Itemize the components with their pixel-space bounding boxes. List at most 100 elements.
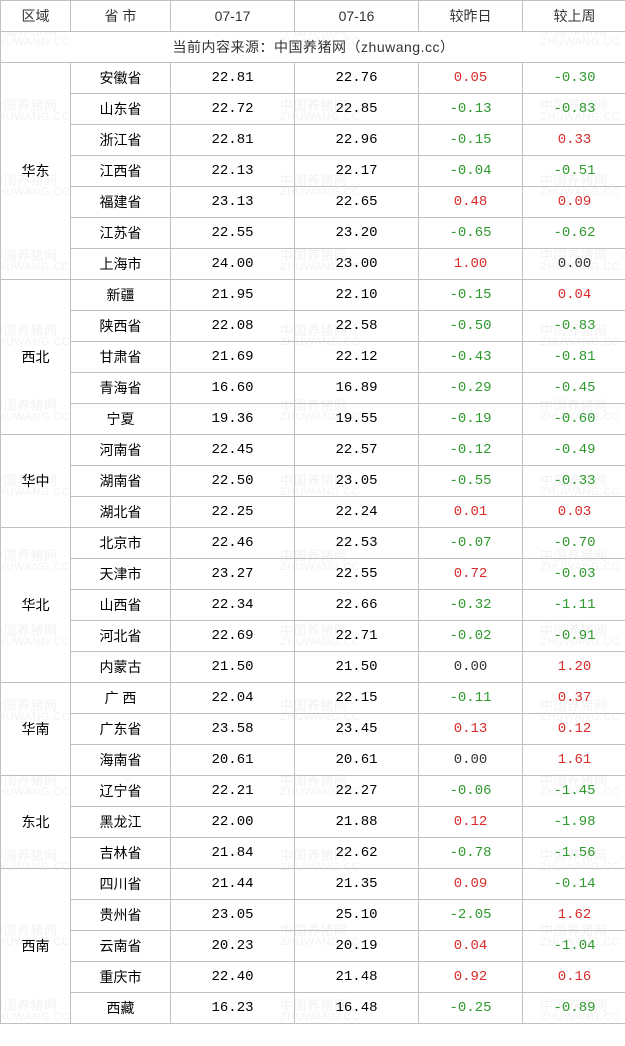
cell-day1: 22.55 (171, 218, 295, 249)
cell-province: 吉林省 (71, 838, 171, 869)
cell-region: 华东 (1, 63, 71, 280)
cell-day1: 22.69 (171, 621, 295, 652)
table-row: 广东省23.5823.450.130.12 (1, 714, 625, 745)
cell-vs-day: -0.19 (419, 404, 523, 435)
cell-day0: 22.58 (295, 311, 419, 342)
table-row: 华中河南省22.4522.57-0.12-0.49 (1, 435, 625, 466)
table-wrap: 中国养猪网中国养猪网中国养猪网ZHUWANG.CCZHUWANG.CCZHUWA… (0, 0, 625, 1024)
cell-vs-week: 0.12 (523, 714, 625, 745)
table-row: 山西省22.3422.66-0.32-1.11 (1, 590, 625, 621)
cell-day1: 21.50 (171, 652, 295, 683)
cell-day0: 20.19 (295, 931, 419, 962)
cell-province: 湖北省 (71, 497, 171, 528)
cell-vs-day: 1.00 (419, 249, 523, 280)
cell-vs-day: -2.05 (419, 900, 523, 931)
cell-day1: 21.95 (171, 280, 295, 311)
cell-day1: 16.60 (171, 373, 295, 404)
cell-vs-day: 0.00 (419, 745, 523, 776)
cell-day0: 22.10 (295, 280, 419, 311)
cell-day0: 22.62 (295, 838, 419, 869)
cell-vs-day: -0.55 (419, 466, 523, 497)
cell-day1: 22.00 (171, 807, 295, 838)
cell-vs-week: 0.09 (523, 187, 625, 218)
table-row: 华东安徽省22.8122.760.05-0.30 (1, 63, 625, 94)
col-vs-day: 较昨日 (419, 1, 523, 32)
cell-day1: 22.81 (171, 125, 295, 156)
cell-vs-week: -1.45 (523, 776, 625, 807)
cell-vs-day: -0.07 (419, 528, 523, 559)
cell-day1: 23.27 (171, 559, 295, 590)
cell-day1: 22.50 (171, 466, 295, 497)
cell-day1: 23.05 (171, 900, 295, 931)
col-province: 省 市 (71, 1, 171, 32)
cell-vs-week: -1.11 (523, 590, 625, 621)
cell-vs-week: -0.91 (523, 621, 625, 652)
table-row: 湖北省22.2522.240.010.03 (1, 497, 625, 528)
cell-vs-week: -0.45 (523, 373, 625, 404)
cell-province: 湖南省 (71, 466, 171, 497)
cell-day0: 22.55 (295, 559, 419, 590)
table-row: 重庆市22.4021.480.920.16 (1, 962, 625, 993)
cell-province: 黑龙江 (71, 807, 171, 838)
cell-province: 广 西 (71, 683, 171, 714)
cell-vs-week: -0.51 (523, 156, 625, 187)
cell-vs-day: -0.15 (419, 280, 523, 311)
cell-province: 辽宁省 (71, 776, 171, 807)
table-row: 江西省22.1322.17-0.04-0.51 (1, 156, 625, 187)
cell-day0: 22.17 (295, 156, 419, 187)
cell-province: 河北省 (71, 621, 171, 652)
cell-day0: 22.24 (295, 497, 419, 528)
cell-vs-week: -0.70 (523, 528, 625, 559)
cell-province: 浙江省 (71, 125, 171, 156)
cell-province: 江西省 (71, 156, 171, 187)
cell-day0: 22.96 (295, 125, 419, 156)
table-row: 福建省23.1322.650.480.09 (1, 187, 625, 218)
col-region: 区域 (1, 1, 71, 32)
cell-vs-week: -0.62 (523, 218, 625, 249)
cell-vs-week: 1.61 (523, 745, 625, 776)
cell-day1: 22.08 (171, 311, 295, 342)
cell-day0: 22.57 (295, 435, 419, 466)
cell-vs-week: -0.03 (523, 559, 625, 590)
cell-day1: 20.23 (171, 931, 295, 962)
cell-province: 新疆 (71, 280, 171, 311)
cell-day0: 16.48 (295, 993, 419, 1024)
table-row: 陕西省22.0822.58-0.50-0.83 (1, 311, 625, 342)
cell-vs-day: -0.04 (419, 156, 523, 187)
table-row: 山东省22.7222.85-0.13-0.83 (1, 94, 625, 125)
cell-day0: 19.55 (295, 404, 419, 435)
cell-vs-day: 0.00 (419, 652, 523, 683)
cell-day1: 22.21 (171, 776, 295, 807)
cell-vs-day: -0.02 (419, 621, 523, 652)
cell-province: 天津市 (71, 559, 171, 590)
cell-province: 四川省 (71, 869, 171, 900)
cell-province: 甘肃省 (71, 342, 171, 373)
cell-vs-day: -0.25 (419, 993, 523, 1024)
cell-day0: 22.66 (295, 590, 419, 621)
cell-day0: 16.89 (295, 373, 419, 404)
table-body: 华东安徽省22.8122.760.05-0.30山东省22.7222.85-0.… (1, 63, 625, 1024)
cell-day1: 21.69 (171, 342, 295, 373)
cell-province: 内蒙古 (71, 652, 171, 683)
cell-vs-week: 0.00 (523, 249, 625, 280)
table-row: 东北辽宁省22.2122.27-0.06-1.45 (1, 776, 625, 807)
cell-province: 宁夏 (71, 404, 171, 435)
table-row: 甘肃省21.6922.12-0.43-0.81 (1, 342, 625, 373)
table-row: 华北北京市22.4622.53-0.07-0.70 (1, 528, 625, 559)
cell-vs-day: -0.29 (419, 373, 523, 404)
header-row: 区域 省 市 07-17 07-16 较昨日 较上周 (1, 1, 625, 32)
cell-vs-week: 0.04 (523, 280, 625, 311)
cell-vs-day: -0.78 (419, 838, 523, 869)
cell-day0: 21.35 (295, 869, 419, 900)
table-row: 吉林省21.8422.62-0.78-1.56 (1, 838, 625, 869)
cell-day1: 23.58 (171, 714, 295, 745)
cell-vs-day: -0.11 (419, 683, 523, 714)
cell-province: 上海市 (71, 249, 171, 280)
col-day0: 07-16 (295, 1, 419, 32)
cell-province: 海南省 (71, 745, 171, 776)
cell-region: 华南 (1, 683, 71, 776)
cell-day0: 23.05 (295, 466, 419, 497)
cell-vs-day: 0.12 (419, 807, 523, 838)
cell-day1: 20.61 (171, 745, 295, 776)
cell-vs-day: -0.13 (419, 94, 523, 125)
